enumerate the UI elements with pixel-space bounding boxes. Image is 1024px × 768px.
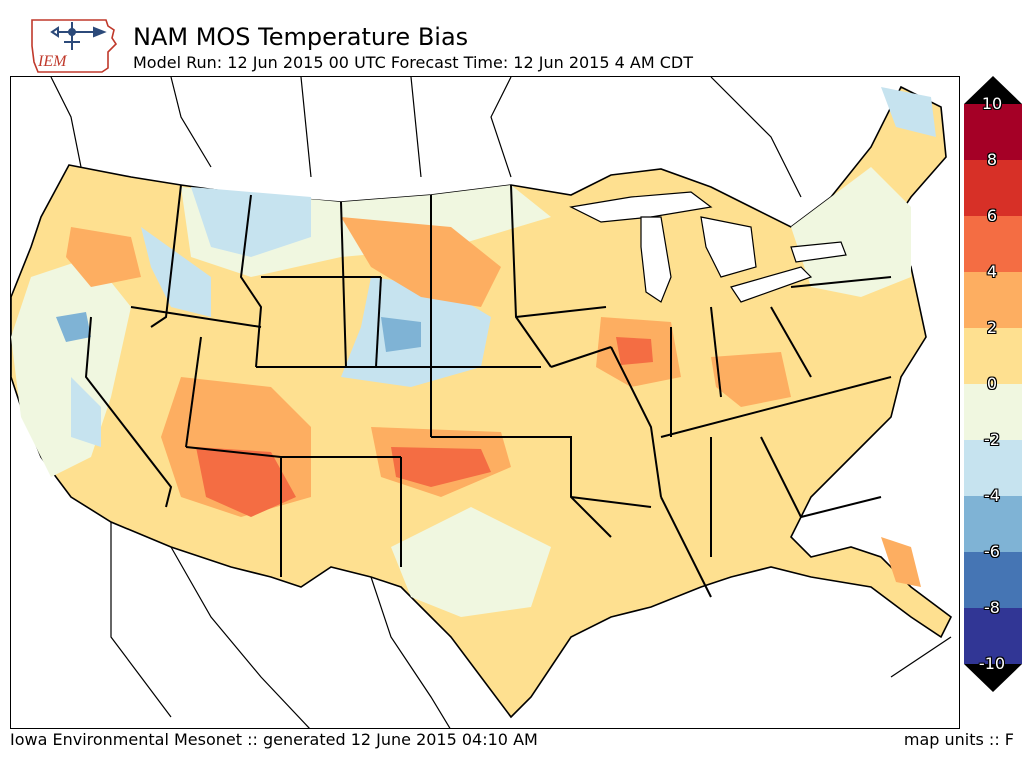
colorbar-bin: [964, 160, 1022, 216]
colorbar-tick-label: -4: [984, 486, 1000, 505]
colorbar-bins: [964, 104, 1022, 664]
warm-region-kentucky: [711, 352, 791, 407]
colorbar-bin: [964, 272, 1022, 328]
colorbar: [964, 76, 1022, 692]
hot-spot-illinois: [616, 337, 653, 365]
neighbour-borders: [50, 77, 952, 728]
bias-map: [11, 77, 953, 728]
colorbar-tick-label: 4: [986, 262, 998, 281]
warm-region-oregon: [66, 227, 141, 287]
colorbar-bin: [964, 440, 1022, 496]
hot-region-arizona: [196, 447, 296, 517]
colorbar-bin: [964, 496, 1022, 552]
lake-erie: [730, 266, 813, 303]
map-title: NAM MOS Temperature Bias: [133, 23, 469, 51]
logo-text: IEM: [37, 53, 68, 70]
colorbar-bin: [964, 328, 1022, 384]
lake-michigan: [640, 216, 672, 303]
iem-logo: IEM: [31, 19, 118, 73]
colorbar-tick-label: 6: [986, 206, 998, 225]
colorbar-top-arrow: [964, 76, 1022, 104]
cold-spot-oregon: [56, 312, 91, 342]
footer-credit: Iowa Environmental Mesonet :: generated …: [10, 730, 538, 749]
cold-spot-nebraska: [381, 317, 421, 352]
cool-region-montana: [191, 187, 311, 257]
colorbar-bin: [964, 608, 1022, 664]
lake-ontario: [790, 241, 847, 263]
colorbar-tick-label: -6: [984, 542, 1000, 561]
colorbar-tick-label: -2: [984, 430, 1000, 449]
cool-region-idaho: [141, 227, 211, 317]
near-zero-region-northeast: [791, 167, 911, 297]
us-land: [11, 85, 953, 719]
colorbar-bin: [964, 104, 1022, 160]
near-zero-region-texas: [391, 507, 551, 617]
cool-region-maine: [881, 87, 936, 137]
colorbar-tick-label: 0: [986, 374, 998, 393]
map-panel: [10, 76, 960, 729]
cool-region-california: [71, 377, 101, 447]
lake-superior: [569, 191, 713, 223]
weather-vane-icon: [50, 22, 107, 50]
warm-region-florida: [881, 537, 921, 587]
colorbar-bottom-arrow: [964, 664, 1022, 692]
map-subtitle: Model Run: 12 Jun 2015 00 UTC Forecast T…: [133, 53, 693, 72]
hot-region-oklahoma: [391, 447, 491, 487]
state-borders: [84, 184, 892, 598]
colorbar-bin: [964, 384, 1022, 440]
colorbar-tick-label: 2: [986, 318, 998, 337]
colorbar-bin: [964, 552, 1022, 608]
lake-huron: [700, 216, 757, 278]
colorbar-tick-label: 8: [986, 150, 998, 169]
colorbar-tick-label: 10: [981, 94, 1003, 113]
warm-region-dakotas: [341, 217, 501, 307]
colorbar-tick-label: -10: [978, 654, 1006, 673]
colorbar-bin: [964, 216, 1022, 272]
colorbar-tick-label: -8: [984, 598, 1000, 617]
footer-units: map units :: F: [903, 730, 1014, 749]
